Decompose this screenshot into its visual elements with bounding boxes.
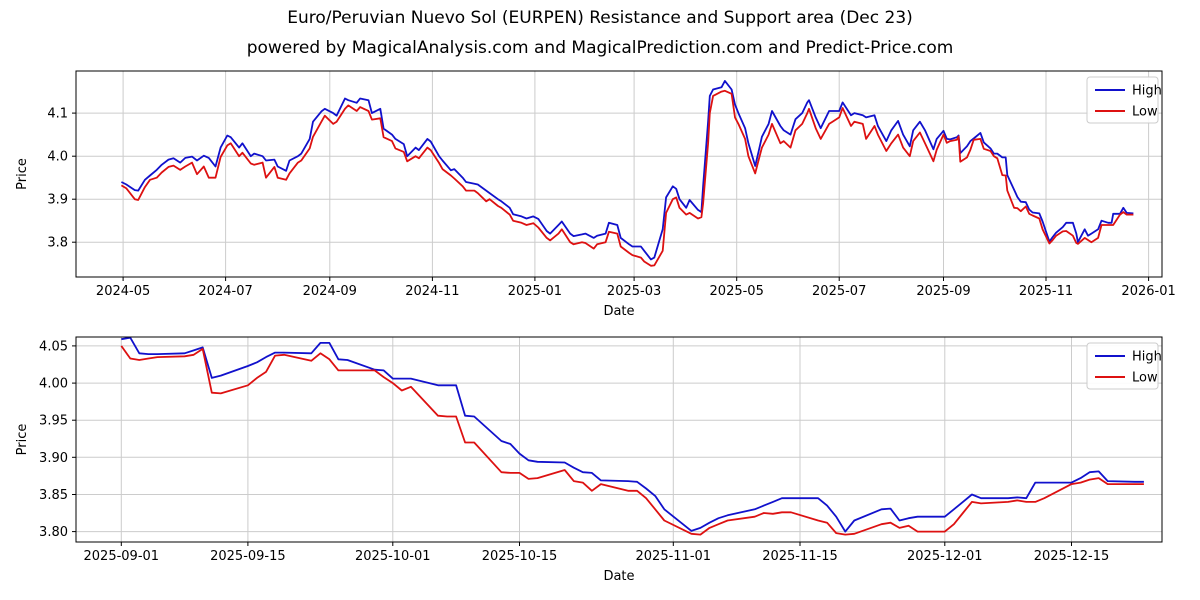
top-chart-y-tick-label: 4.1 — [47, 107, 68, 122]
bottom-chart-x-axis-label: Date — [603, 569, 634, 584]
page-subtitle: powered by MagicalAnalysis.com and Magic… — [246, 38, 954, 58]
top-chart-x-tick-label: 2025-11 — [1019, 284, 1073, 299]
bottom-chart-y-axis-label: Price — [15, 424, 30, 456]
top-chart-x-tick-label: 2024-07 — [198, 284, 252, 299]
top-chart-x-tick-label: 2024-05 — [96, 284, 150, 299]
bottom-chart-x-tick-label: 2025-10-01 — [355, 549, 431, 564]
top-chart-x-tick-label: 2026-01 — [1121, 284, 1175, 299]
bottom-chart-x-tick-label: 2025-10-15 — [482, 549, 558, 564]
top-chart-x-axis-label: Date — [603, 304, 634, 319]
bottom-chart-x-tick-label: 2025-11-01 — [636, 549, 712, 564]
bottom-chart-y-tick-label: 4.05 — [39, 339, 68, 354]
bottom-chart-x-tick-label: 2025-09-01 — [84, 549, 160, 564]
bottom-chart-x-tick-label: 2025-12-15 — [1034, 549, 1110, 564]
top-chart-y-axis-label: Price — [15, 158, 30, 190]
top-chart-legend-label-low: Low — [1132, 105, 1158, 120]
top-chart-x-tick-label: 2024-11 — [405, 284, 459, 299]
top-chart-x-tick-label: 2024-09 — [303, 284, 357, 299]
top-chart-high-line — [120, 80, 1134, 261]
bottom-chart-y-tick-label: 3.90 — [39, 451, 68, 466]
top-chart-y-tick-label: 3.9 — [47, 193, 68, 208]
top-chart-low-line — [120, 89, 1134, 267]
top-chart-x-tick-label: 2025-09 — [916, 284, 970, 299]
bottom-chart-y-tick-label: 3.85 — [39, 488, 68, 503]
page-title: Euro/Peruvian Nuevo Sol (EURPEN) Resista… — [287, 8, 913, 28]
top-chart-y-tick-label: 3.8 — [47, 236, 68, 251]
top-chart-x-tick-label: 2025-07 — [812, 284, 866, 299]
bottom-chart-x-tick-label: 2025-12-01 — [907, 549, 983, 564]
bottom-chart-legend-label-low: Low — [1132, 371, 1158, 386]
top-chart-x-tick-label: 2025-03 — [607, 284, 661, 299]
top-chart-y-tick-label: 4.0 — [47, 150, 68, 165]
bottom-chart-high-line — [121, 336, 1144, 533]
bottom-chart-y-tick-label: 4.00 — [39, 377, 68, 392]
bottom-chart-legend-label-high: High — [1132, 350, 1162, 365]
top-chart-x-tick-label: 2025-01 — [508, 284, 562, 299]
bottom-chart-x-tick-label: 2025-11-15 — [762, 549, 838, 564]
top-chart-x-tick-label: 2025-05 — [710, 284, 764, 299]
bottom-chart-low-line — [120, 345, 1144, 536]
top-chart-legend-label-high: High — [1132, 84, 1162, 99]
bottom-chart-x-tick-label: 2025-09-15 — [210, 549, 286, 564]
bottom-chart-y-tick-label: 3.95 — [39, 414, 68, 429]
bottom-chart-plot-border — [75, 336, 1163, 543]
top-chart-plot-border — [75, 70, 1163, 278]
bottom-chart-y-tick-label: 3.80 — [39, 525, 68, 540]
